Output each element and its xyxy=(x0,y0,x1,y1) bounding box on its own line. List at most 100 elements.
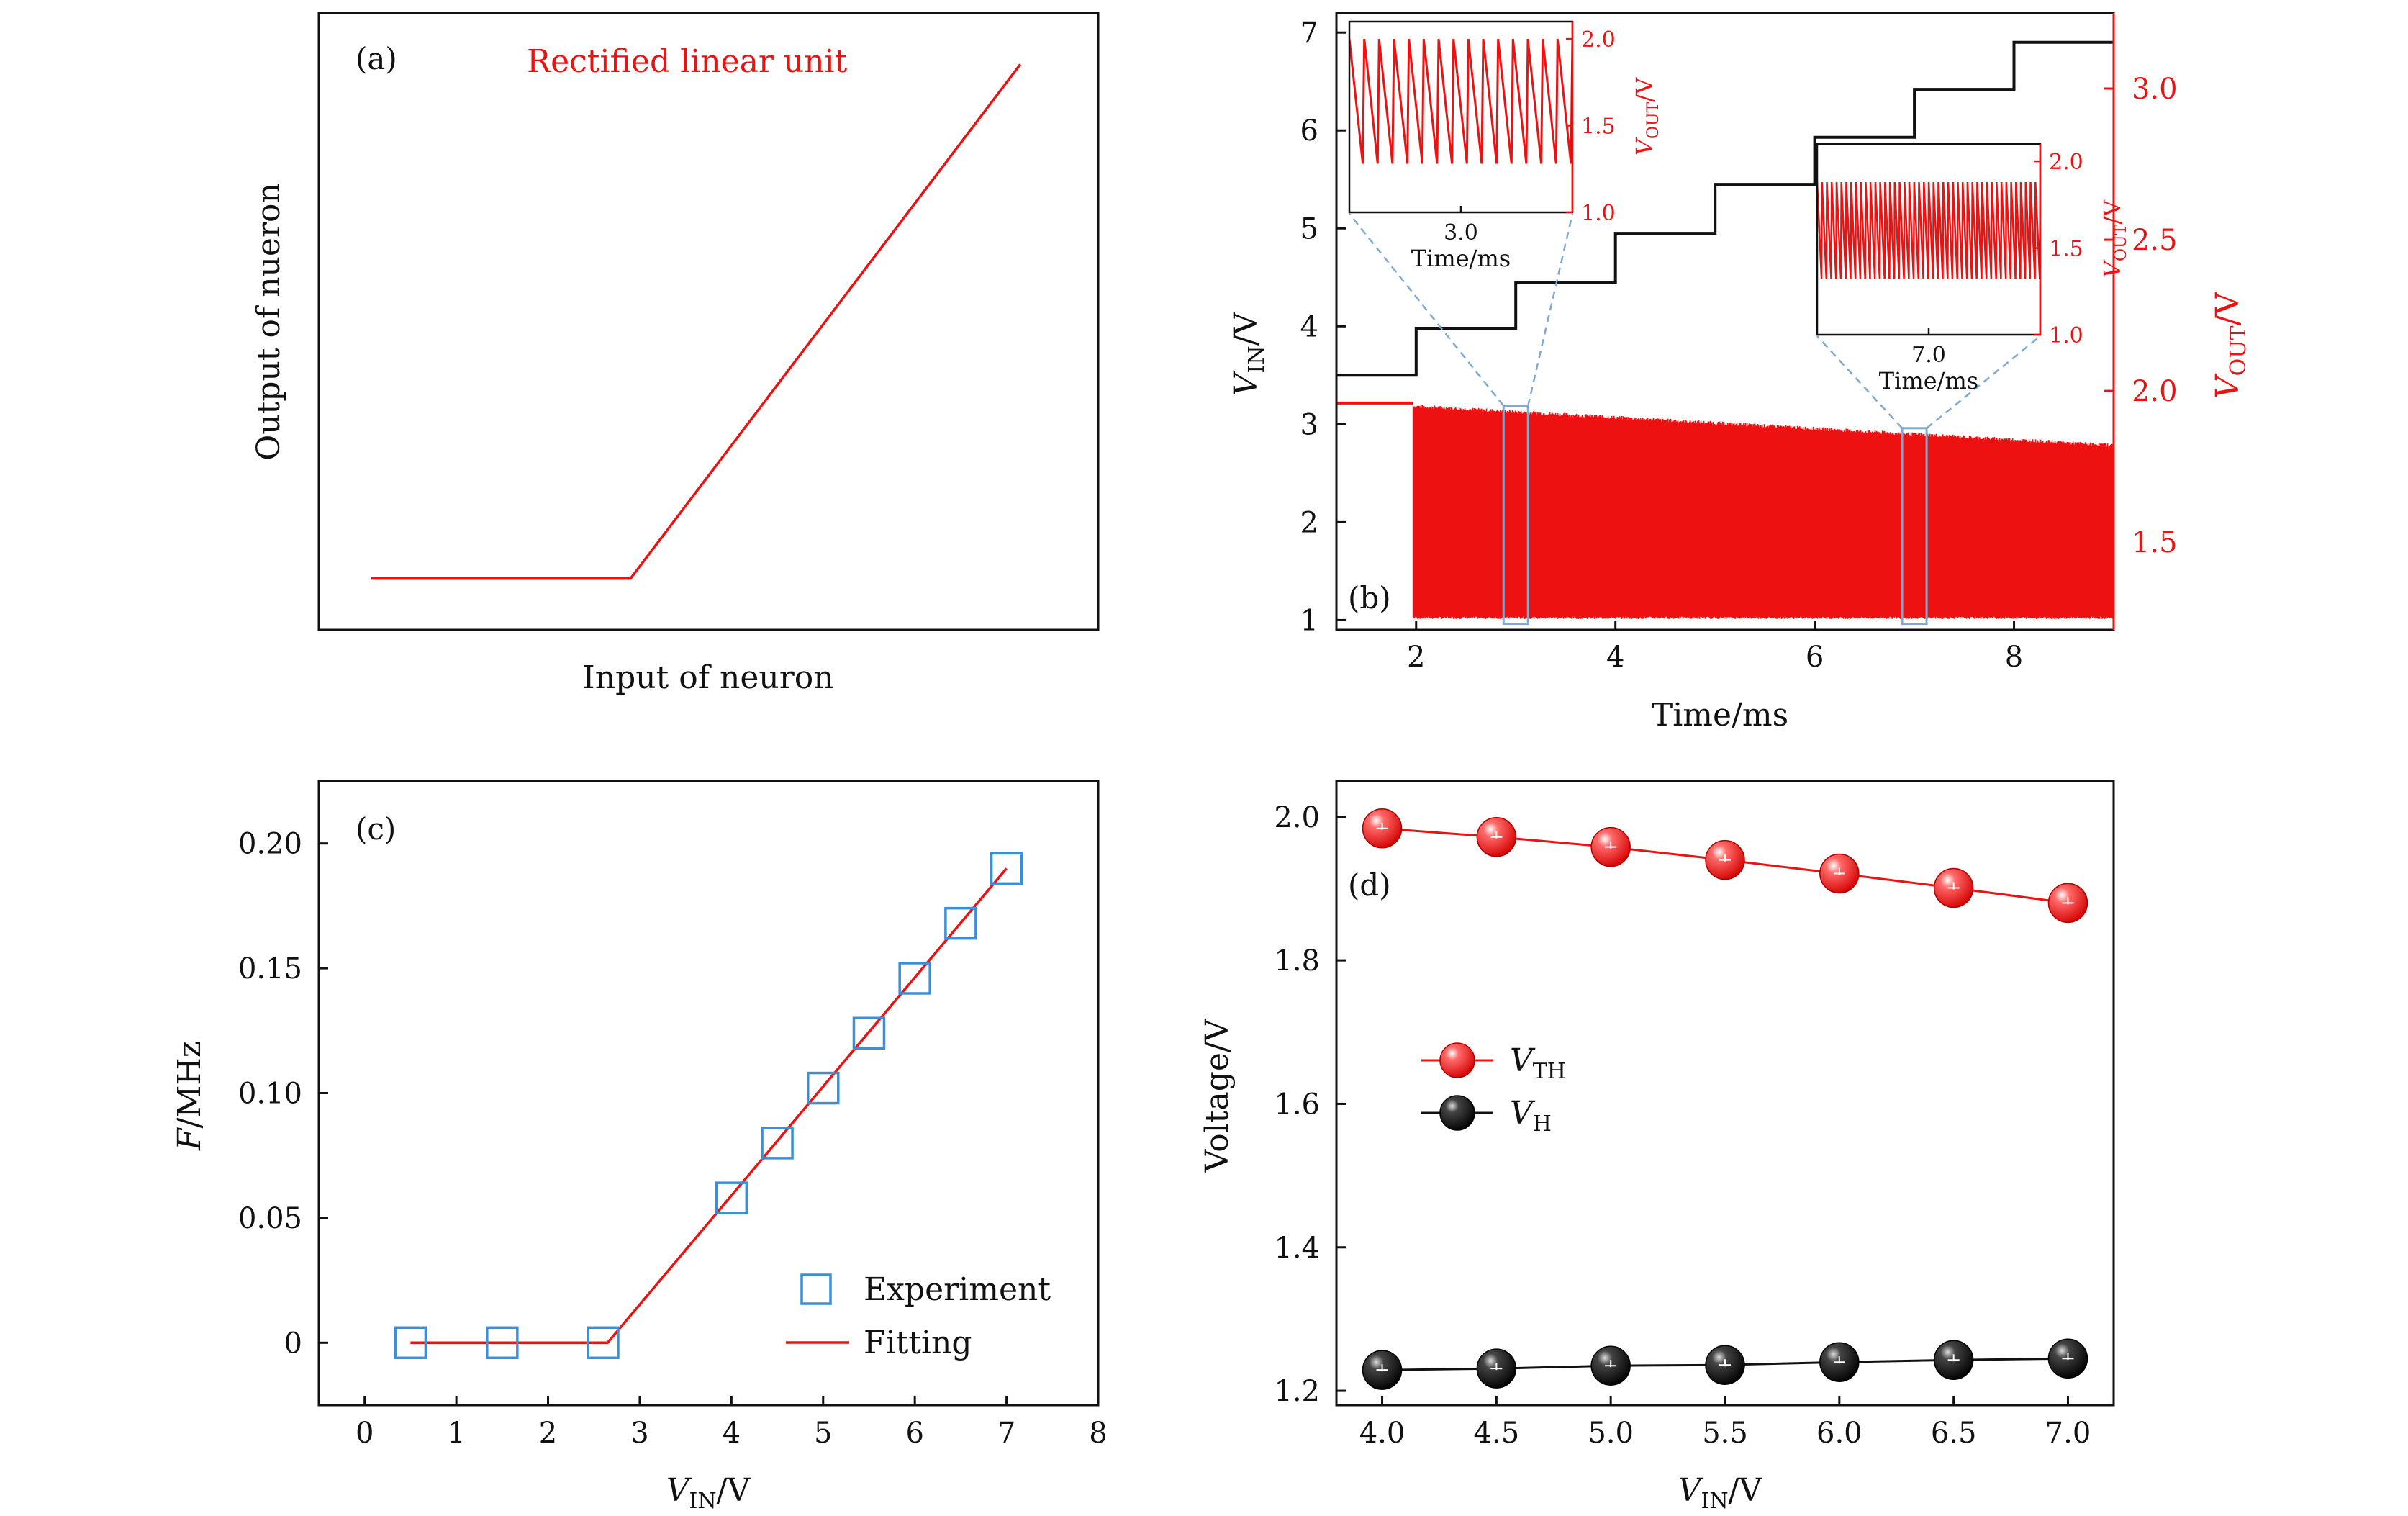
panel-c-xlabel: VIN/V xyxy=(666,1472,751,1514)
experiment-point xyxy=(898,962,931,995)
vout-oscillation xyxy=(1412,405,2114,619)
panel-c-xtick-label: 2 xyxy=(539,1417,557,1450)
experiment-point xyxy=(486,1326,519,1360)
panel-d-ytick-label: 1.2 xyxy=(1274,1375,1320,1408)
panel-d-ytick-label: 1.8 xyxy=(1274,944,1320,978)
panel-c-xtick-label: 5 xyxy=(814,1417,832,1450)
panel-a-xlabel: Input of neuron xyxy=(582,659,833,696)
panel-b-xtick-label: 4 xyxy=(1606,641,1624,674)
zoom-connector-left-1 xyxy=(1349,213,1505,407)
panel-b-ytick-left-label: 1 xyxy=(1300,604,1318,637)
panel-d-xtick-label: 7.0 xyxy=(2045,1417,2091,1450)
experiment-point xyxy=(990,852,1023,885)
experiment-point xyxy=(761,1127,794,1160)
experiment-point xyxy=(944,906,977,940)
panel-a: (a) Rectified linear unit Input of neuro… xyxy=(250,12,1100,696)
panel-c-ytick-label: 0.20 xyxy=(238,828,302,861)
panel-d-ytick-label: 2.0 xyxy=(1274,801,1320,834)
inset-ytick-label: 2.0 xyxy=(2049,150,2083,175)
panel-c-frame xyxy=(317,780,1100,1407)
inset-2: 1.0 1.5 2.0 7.0 Time/ms VOUT/V xyxy=(1816,143,2130,394)
panel-b-ytick-left-label: 2 xyxy=(1300,506,1318,539)
panel-b-ytick-left-label: 3 xyxy=(1300,408,1318,441)
panel-d-label: (d) xyxy=(1348,867,1391,903)
panel-c-xtick-label: 3 xyxy=(630,1417,648,1450)
experiment-point xyxy=(852,1016,886,1050)
zoom-box-1 xyxy=(1502,405,1529,626)
panel-a-frame xyxy=(317,12,1100,631)
panel-b-ytick-right-label: 1.5 xyxy=(2132,526,2178,559)
experiment-point xyxy=(394,1326,427,1360)
panel-c: 0 1 2 3 4 5 6 7 8 0 0.05 0.10 0.15 0.20 (c) VIN/V F/M… xyxy=(171,780,1108,1514)
zoom-connectors xyxy=(1349,213,2041,429)
inset-2-trace xyxy=(1817,181,2040,279)
zoom-connector-left-2 xyxy=(1816,335,1903,429)
panel-d: 4.0 4.5 5.0 5.5 6.0 6.5 7.0 1.2 1.4 1.6 1.8 2.0 (d)… xyxy=(1199,780,2115,1514)
inset-ytick-label: 2.0 xyxy=(1581,27,1616,53)
panel-c-xtick-label: 1 xyxy=(447,1417,465,1450)
panel-b-ytick-right-label: 2.5 xyxy=(2132,224,2178,257)
panel-c-xtick-label: 7 xyxy=(997,1417,1015,1450)
fitting-line xyxy=(410,867,1008,1345)
experiment-point xyxy=(587,1326,620,1360)
inset-ytick-label: 1.0 xyxy=(2049,323,2083,348)
panel-b-ytick-left-label: 4 xyxy=(1300,310,1318,343)
legend-experiment-label: Experiment xyxy=(864,1271,1051,1308)
experiment-points xyxy=(394,852,1023,1360)
inset-1-ylabel: VOUT/V xyxy=(1631,77,1662,155)
panel-c-xtick-label: 8 xyxy=(1089,1417,1107,1450)
panel-b-xlabel: Time/ms xyxy=(1652,697,1788,734)
panel-b-ylabel-left: VIN/V xyxy=(1228,312,1269,397)
zoom-connector-right-1 xyxy=(1527,213,1574,407)
experiment-point xyxy=(715,1181,748,1214)
legend-vth-marker xyxy=(1439,1042,1475,1078)
panel-b-xtick-label: 6 xyxy=(1806,641,1824,674)
panel-b-xtick-label: 8 xyxy=(2005,641,2023,674)
panel-b-ytick-right-label: 3.0 xyxy=(2132,73,2178,106)
panel-d-xtick-label: 6.5 xyxy=(1931,1417,1977,1450)
panel-d-ytick-label: 1.4 xyxy=(1274,1232,1320,1265)
panel-d-ylabel: Voltage/V xyxy=(1199,1018,1236,1173)
inset-2-ylabel: VOUT/V xyxy=(2099,199,2130,278)
inset-2-xtick: 7.0 xyxy=(1911,343,1946,368)
panel-c-label: (c) xyxy=(356,811,396,847)
panel-d-legend: VTH VH xyxy=(1421,1042,1566,1137)
panel-c-ytick-label: 0.05 xyxy=(238,1202,302,1235)
experiment-point xyxy=(807,1071,840,1105)
inset-2-ticks: 1.0 1.5 2.0 xyxy=(1927,150,2083,348)
panel-c-ytick-label: 0.10 xyxy=(238,1078,302,1111)
panel-c-xtick-label: 0 xyxy=(356,1417,374,1450)
inset-1-ticks: 1.0 1.5 2.0 xyxy=(1459,27,1616,226)
panel-c-xtick-label: 6 xyxy=(905,1417,923,1450)
inset-1-xlabel: Time/ms xyxy=(1411,245,1511,272)
zoom-boxes xyxy=(1502,405,1928,626)
inset-ytick-label: 1.5 xyxy=(2049,237,2083,262)
inset-2-xlabel: Time/ms xyxy=(1879,367,1978,394)
panel-d-ticks: 4.0 4.5 5.0 5.5 6.0 6.5 7.0 1.2 1.4 1.6 1.8 2.0 xyxy=(1274,801,2091,1450)
panel-d-xtick-label: 4.5 xyxy=(1474,1417,1520,1450)
panel-c-legend: Experiment Fitting xyxy=(786,1271,1051,1361)
legend-vh-label: VH xyxy=(1510,1095,1552,1137)
panel-d-series xyxy=(1362,808,2088,1390)
panel-c-ytick-label: 0 xyxy=(284,1327,302,1360)
panel-b-ytick-left-label: 7 xyxy=(1300,17,1318,50)
panel-c-ylabel: F/MHz xyxy=(171,1041,208,1151)
panel-a-ylabel: Output of nueron xyxy=(250,183,287,461)
panel-b-xtick-label: 2 xyxy=(1407,641,1425,674)
panel-b-ytick-right-label: 2.0 xyxy=(2132,375,2178,408)
panel-b: 2 4 6 8 1 2 3 4 5 6 7 1.5 2.0 2.5 3.0 (b) Time/ms VIN/… xyxy=(1228,12,2251,734)
panel-d-xtick-label: 5.5 xyxy=(1702,1417,1748,1450)
panel-c-ticks: 0 1 2 3 4 5 6 7 8 0 0.05 0.10 0.15 0.20 xyxy=(238,828,1108,1450)
inset-1-xtick: 3.0 xyxy=(1444,220,1478,245)
vout-trace xyxy=(1336,401,2114,619)
legend-fitting-label: Fitting xyxy=(864,1325,972,1361)
panel-a-title: Rectified linear unit xyxy=(527,43,848,80)
panel-d-xtick-label: 5.0 xyxy=(1588,1417,1634,1450)
vin-step-line xyxy=(1336,40,2114,377)
panel-b-ytick-left-label: 6 xyxy=(1300,114,1318,148)
panel-d-xtick-label: 4.0 xyxy=(1359,1417,1406,1450)
legend-experiment-marker xyxy=(800,1273,832,1305)
panel-b-ylabel-right: VOUT/V xyxy=(2209,292,2251,399)
inset-ytick-label: 1.0 xyxy=(1581,201,1616,226)
